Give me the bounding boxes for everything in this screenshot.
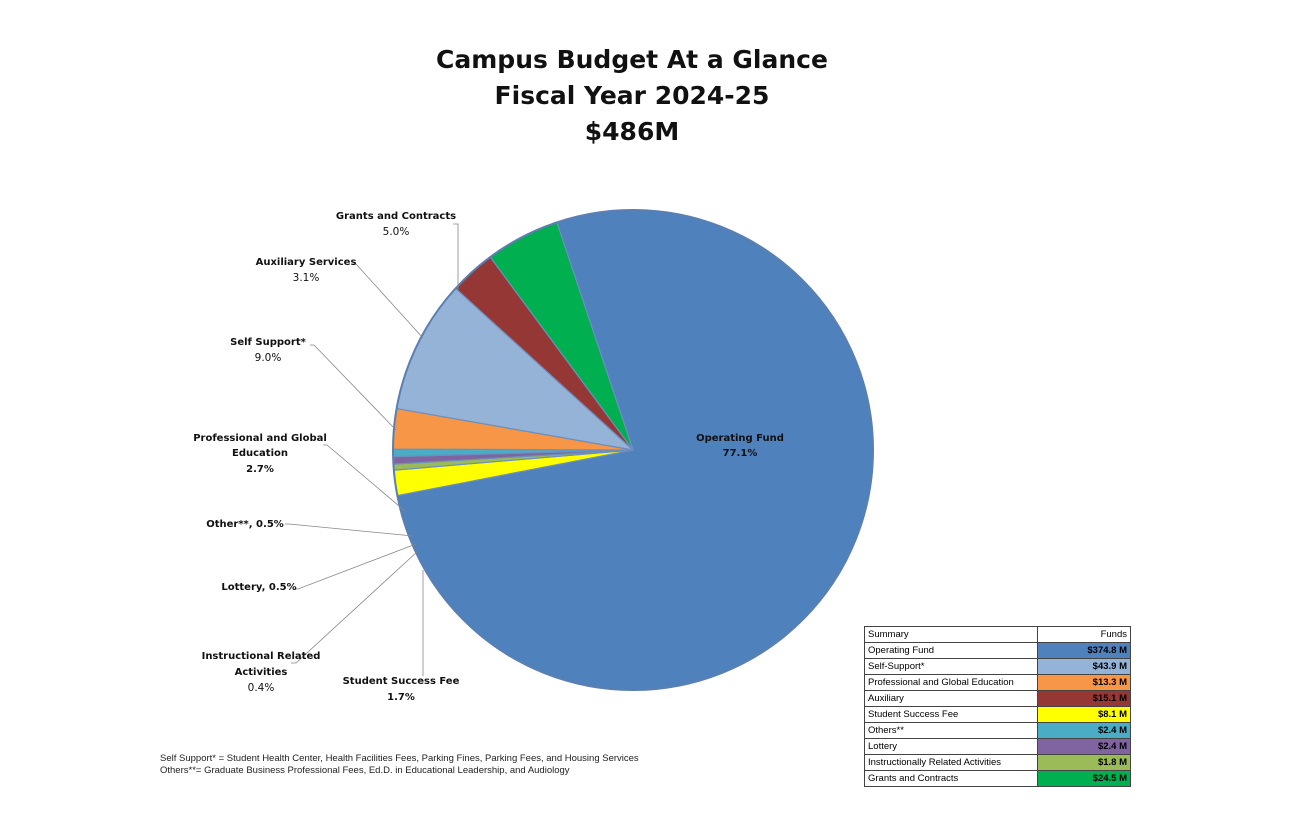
ssf-label: Student Success Fee <box>343 676 460 687</box>
summary-header-funds: Funds <box>1037 626 1131 643</box>
self-support-pct: 9.0% <box>255 352 282 364</box>
summary-header-row: Summary Funds <box>864 626 1131 643</box>
leader-line-pge <box>323 444 406 512</box>
leader-line-auxiliary <box>352 263 424 339</box>
summary-row: Professional and Global Education $13.3 M <box>864 674 1131 691</box>
chart-title: Campus Budget At a Glance <box>436 45 828 74</box>
ssf-pct: 1.7% <box>387 692 415 703</box>
summary-row: Grants and Contracts $24.5 M <box>864 770 1131 787</box>
self-support-label: Self Support* <box>230 337 306 348</box>
summary-funds: $2.4 M <box>1037 722 1131 739</box>
leader-line-grants <box>453 223 459 290</box>
summary-row: Self-Support* $43.9 M <box>864 658 1131 675</box>
leader-line-ira <box>291 550 419 664</box>
summary-funds: $24.5 M <box>1037 770 1131 787</box>
summary-row: Others** $2.4 M <box>864 722 1131 739</box>
pie-rim <box>392 209 874 691</box>
chart-subtitle: Fiscal Year 2024-25 <box>494 81 770 110</box>
summary-category: Lottery <box>864 738 1038 755</box>
summary-header-category: Summary <box>864 626 1038 643</box>
summary-category: Professional and Global Education <box>864 674 1038 691</box>
pge-label-line2: Education <box>232 448 288 459</box>
leader-line-self-support <box>310 344 397 431</box>
summary-row: Lottery $2.4 M <box>864 738 1131 755</box>
summary-row: Student Success Fee $8.1 M <box>864 706 1131 723</box>
summary-funds: $13.3 M <box>1037 674 1131 691</box>
summary-funds: $43.9 M <box>1037 658 1131 675</box>
chart-total: $486M <box>584 117 680 146</box>
lottery-label: Lottery, 0.5% <box>221 582 296 593</box>
other-label: Other**, 0.5% <box>206 519 284 530</box>
summary-funds: $8.1 M <box>1037 706 1131 723</box>
ira-label-line2: Activities <box>235 667 288 678</box>
summary-category: Student Success Fee <box>864 706 1038 723</box>
summary-body: Operating Fund $374.8 M Self-Support* $43.9… <box>864 642 1131 787</box>
ira-pct: 0.4% <box>248 682 275 694</box>
grants-label: Grants and Contracts <box>336 211 456 222</box>
footnote-others: Others**= Graduate Business Professional… <box>160 765 570 776</box>
summary-category: Auxiliary <box>864 690 1038 707</box>
operating-fund-label: Operating Fund <box>696 433 784 444</box>
footnote-self-support: Self Support* = Student Health Center, H… <box>160 753 639 764</box>
ira-label-line1: Instructional Related <box>202 651 321 662</box>
summary-category: Others** <box>864 722 1038 739</box>
leader-lines <box>285 223 459 676</box>
summary-funds: $1.8 M <box>1037 754 1131 771</box>
summary-funds: $374.8 M <box>1037 642 1131 659</box>
leader-line-lottery <box>293 543 417 590</box>
summary-category: Grants and Contracts <box>864 770 1038 787</box>
pie-slices <box>392 209 874 691</box>
footnotes: Self Support* = Student Health Center, H… <box>160 753 639 777</box>
summary-row: Instructionally Related Activities $1.8 M <box>864 754 1131 771</box>
auxiliary-label: Auxiliary Services <box>256 257 357 268</box>
summary-category: Instructionally Related Activities <box>864 754 1038 771</box>
summary-row: Operating Fund $374.8 M <box>864 642 1131 659</box>
summary-funds: $15.1 M <box>1037 690 1131 707</box>
pge-pct: 2.7% <box>246 464 274 475</box>
summary-row: Auxiliary $15.1 M <box>864 690 1131 707</box>
chart-title-block: Campus Budget At a Glance Fiscal Year 20… <box>382 42 882 150</box>
pge-label-line1: Professional and Global <box>193 433 327 444</box>
summary-table: Summary Funds Operating Fund $374.8 M Self… <box>864 626 1131 787</box>
auxiliary-pct: 3.1% <box>293 272 320 284</box>
leader-line-other <box>285 523 414 537</box>
summary-category: Operating Fund <box>864 642 1038 659</box>
summary-funds: $2.4 M <box>1037 738 1131 755</box>
operating-fund-pct: 77.1% <box>723 448 758 459</box>
grants-pct: 5.0% <box>383 226 410 238</box>
summary-category: Self-Support* <box>864 658 1038 675</box>
